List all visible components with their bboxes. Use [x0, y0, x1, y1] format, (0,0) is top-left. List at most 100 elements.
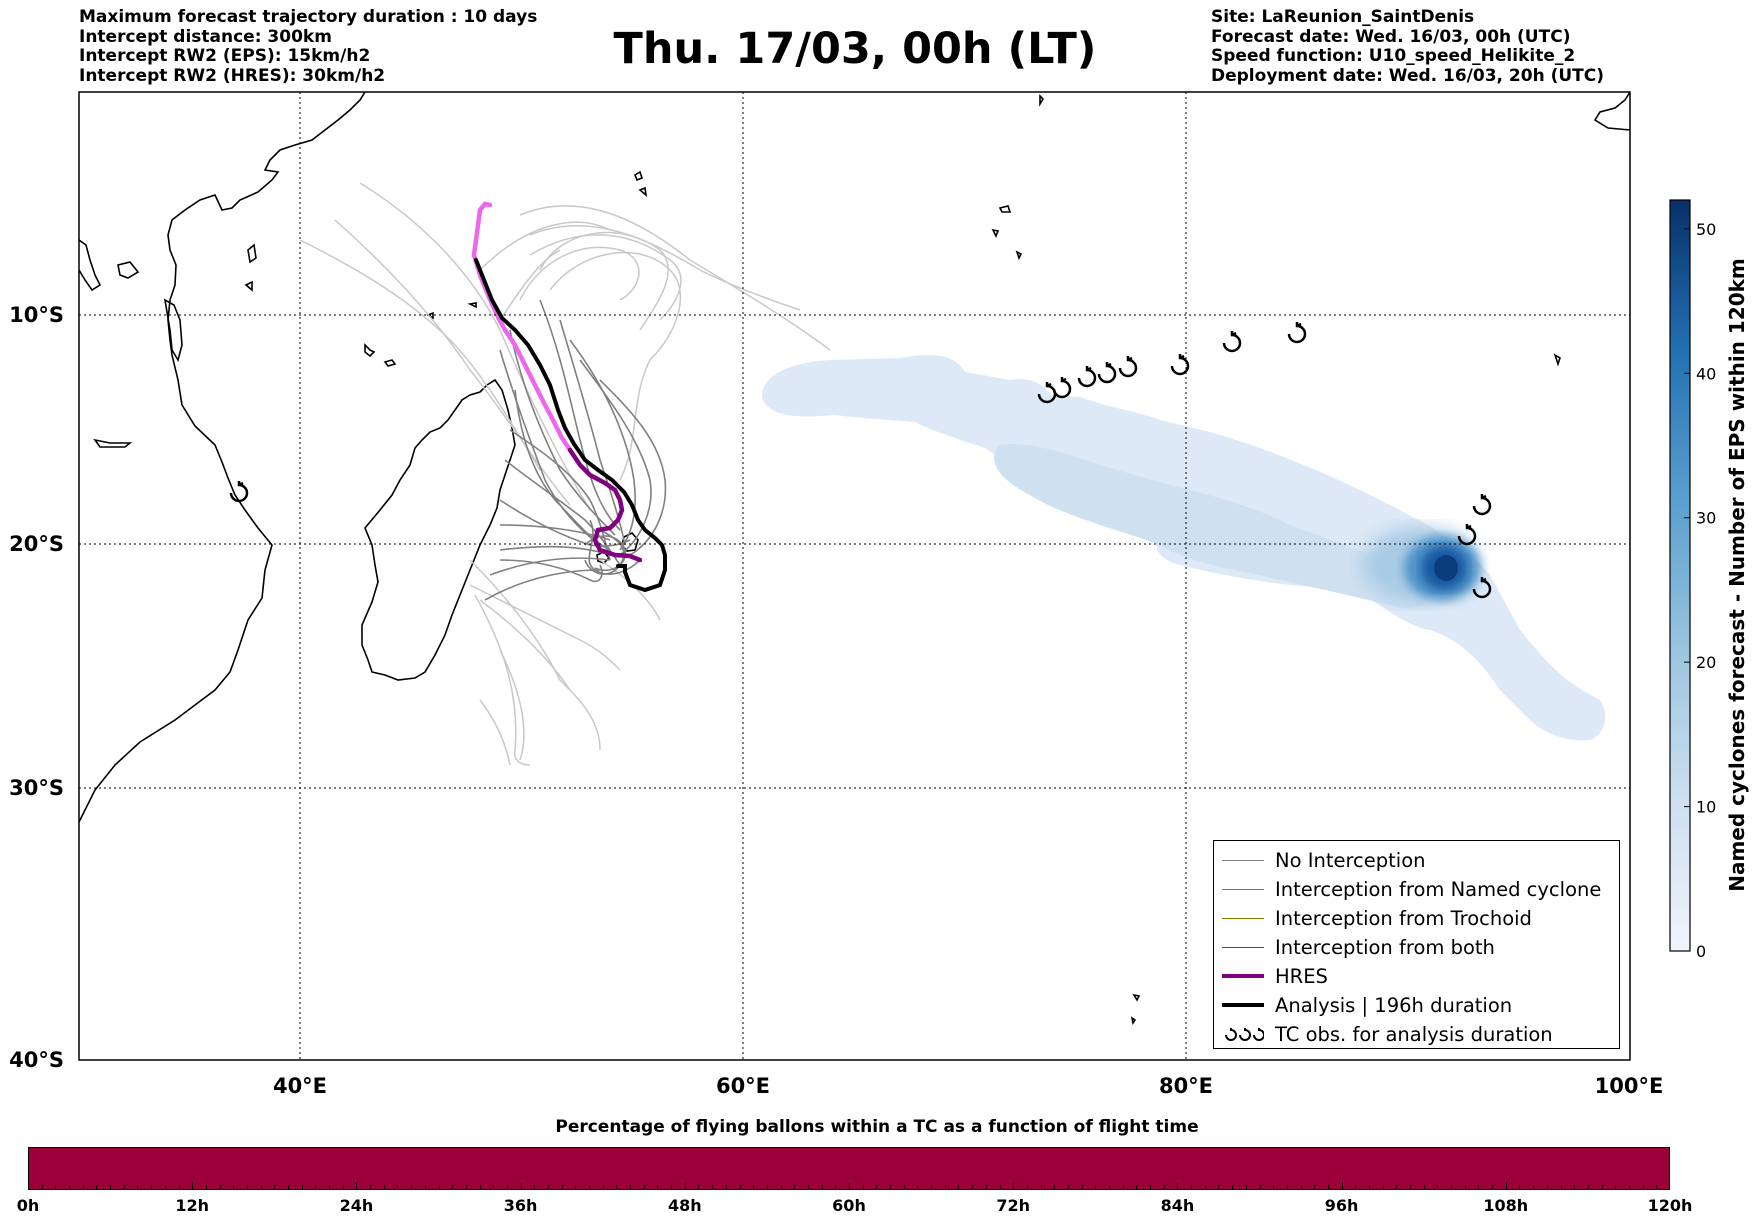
timebar-tick-mark	[890, 1185, 892, 1190]
timebar-tick-mark	[630, 1185, 632, 1190]
coastlines	[79, 92, 1630, 1026]
legend-item-named-cyclone: Interception from Named cyclone	[1214, 876, 1619, 904]
header-left-line: Intercept RW2 (EPS): 15km/h2	[79, 46, 371, 66]
timebar-tick-mark	[397, 1185, 399, 1190]
timebar-tick-mark	[1054, 1185, 1056, 1190]
timebar-tick-mark	[712, 1185, 714, 1190]
legend-label: Interception from both	[1275, 936, 1495, 959]
timebar-tick-mark	[1423, 1185, 1425, 1190]
tc-observation-symbol	[1118, 356, 1138, 378]
eps-trajectories-no-interception	[484, 299, 667, 601]
lon-label-100e: 100°E	[1595, 1074, 1664, 1098]
timebar-tick-mark	[958, 1185, 960, 1190]
timebar-tick-mark	[205, 1185, 207, 1190]
timebar-tick-mark	[616, 1185, 618, 1190]
timebar-tick-mark	[1232, 1185, 1234, 1190]
header-left-line: Maximum forecast trajectory duration : 1…	[79, 7, 538, 27]
timebar-tick-mark	[424, 1185, 426, 1190]
timebar-tick-mark	[1218, 1185, 1220, 1190]
timebar-tick-mark	[1355, 1185, 1357, 1190]
timebar-tick-mark	[1286, 1185, 1288, 1190]
eps-density-mid	[994, 444, 1429, 609]
timebar-tick-label: 120h	[1647, 1196, 1693, 1215]
timebar-tick-mark	[725, 1185, 727, 1190]
legend-item-both: Interception from both	[1214, 934, 1619, 962]
colorbar-gradient	[1669, 199, 1691, 952]
legend-label: Analysis | 196h duration	[1275, 994, 1513, 1017]
timebar-tick-mark	[602, 1185, 604, 1190]
tc-observation-symbol	[1457, 524, 1477, 546]
timebar-tick-mark	[903, 1185, 905, 1190]
timebar-tick-mark	[1382, 1185, 1384, 1190]
colorbar-tick-label: 0	[1696, 942, 1706, 961]
colorbar-tick-label: 40	[1696, 364, 1716, 383]
timebar-tick-mark	[1259, 1185, 1261, 1190]
timebar-tick-label: 108h	[1483, 1196, 1529, 1215]
legend-label: Interception from Named cyclone	[1275, 878, 1602, 901]
timebar-tick-label: 72h	[996, 1196, 1031, 1215]
tc-observations	[229, 322, 1492, 599]
timebar-tick-mark	[985, 1185, 987, 1190]
timebar-tick-mark	[164, 1185, 166, 1190]
timebar-tick-mark	[69, 1185, 71, 1190]
timebar-tick-label: 96h	[1324, 1196, 1359, 1215]
timebar-tick-mark	[246, 1185, 248, 1190]
legend-item-analysis: Analysis | 196h duration	[1214, 992, 1619, 1020]
legend-label: TC obs. for analysis duration	[1275, 1023, 1553, 1046]
hres-trajectory	[471, 201, 643, 563]
timebar-tick-mark	[1191, 1185, 1193, 1190]
lat-label-10s: 10°S	[9, 303, 64, 327]
timebar-tick-mark	[1026, 1185, 1028, 1190]
timebar-tick-mark	[1628, 1185, 1630, 1190]
timebar-tick-mark	[452, 1185, 454, 1190]
timebar-tick-mark	[356, 1182, 358, 1190]
timebar-tick-mark	[1067, 1185, 1069, 1190]
timebar-tick-mark	[739, 1185, 741, 1190]
legend-line-green	[1222, 947, 1264, 948]
timebar-tick-mark	[849, 1182, 850, 1190]
timebar-tick-label: 36h	[503, 1196, 538, 1215]
timebar-tick-mark	[1656, 1185, 1658, 1190]
timebar-tick-mark	[219, 1185, 221, 1190]
colorbar-tick-label: 20	[1696, 653, 1716, 672]
timebar-tick-mark	[766, 1185, 768, 1190]
timebar-tick-mark	[383, 1185, 385, 1190]
timebar-tick-mark	[1533, 1185, 1535, 1190]
eps-colorbar: 0 10 20 30 40 50 Named cyclones forecast - Nu…	[1669, 199, 1749, 961]
lat-label-30s: 30°S	[9, 776, 64, 800]
timebar-tick-mark	[1560, 1185, 1562, 1190]
timebar-tick-mark	[821, 1185, 823, 1190]
timebar-tick-mark	[835, 1185, 837, 1190]
timebar-tick-mark	[657, 1185, 659, 1190]
header-left-info: Maximum forecast trajectory duration : 1…	[79, 7, 538, 86]
timebar-tick-mark	[151, 1185, 153, 1190]
timebar-tick-label: 12h	[175, 1196, 210, 1215]
timebar-tick-mark	[1574, 1185, 1576, 1190]
lon-label-60e: 60°E	[716, 1074, 770, 1098]
tc-observation-symbol	[1052, 377, 1072, 399]
tc-observation-symbol	[1170, 354, 1190, 376]
timebar-tick-mark	[1013, 1182, 1015, 1190]
timebar-tick-mark	[82, 1185, 84, 1190]
legend-line-black	[1222, 1003, 1264, 1007]
timebar-tick-mark	[1642, 1185, 1644, 1190]
timebar-tick-mark	[301, 1185, 303, 1190]
tc-observation-symbol	[1472, 494, 1492, 516]
timebar-tick-mark	[1451, 1185, 1453, 1190]
header-right-line: Forecast date: Wed. 16/03, 00h (UTC)	[1211, 26, 1571, 47]
timebar-tick-mark	[41, 1185, 43, 1190]
timebar-tick-mark	[1136, 1185, 1138, 1190]
lat-label-40s: 40°S	[9, 1048, 64, 1072]
legend-label: HRES	[1275, 965, 1328, 988]
timebar-tick-mark	[137, 1185, 139, 1190]
legend-item-hres: HRES	[1214, 963, 1619, 991]
legend: No Interception Interception from Named …	[1213, 840, 1620, 1049]
timebar-tick-mark	[561, 1185, 563, 1190]
tc-observation-symbol	[1472, 577, 1492, 599]
timebar-tick-mark	[1437, 1185, 1439, 1190]
tc-observation-symbol	[229, 481, 249, 503]
timebar-tick-mark	[192, 1182, 194, 1190]
timebar-tick-mark	[1601, 1185, 1603, 1190]
tc-observation-symbol	[1077, 366, 1097, 388]
timebar-tick-mark	[643, 1185, 645, 1190]
